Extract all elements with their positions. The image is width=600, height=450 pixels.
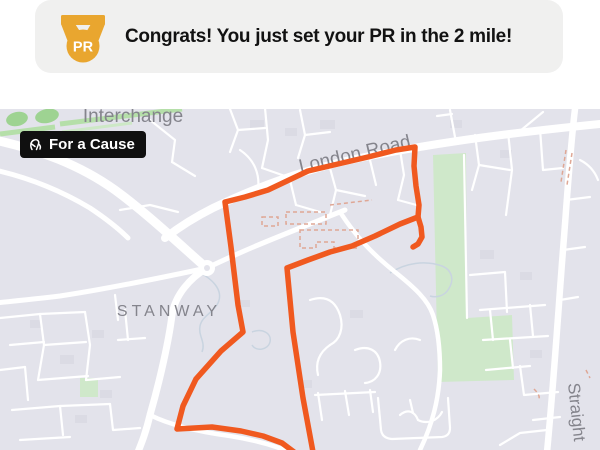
route-map[interactable]: Interchange London Road STANWAY Straight… xyxy=(0,109,600,450)
pr-banner[interactable]: PR Congrats! You just set your PR in the… xyxy=(35,0,563,73)
map-buildings xyxy=(30,120,542,423)
label-stanway: STANWAY xyxy=(117,303,221,320)
activity-route xyxy=(174,144,425,450)
pr-banner-text: Congrats! You just set your PR in the 2 … xyxy=(125,25,512,47)
map-footpaths xyxy=(261,149,591,402)
route-spur-line xyxy=(410,214,425,250)
for-a-cause-label: For a Cause xyxy=(49,136,135,153)
route-main-line xyxy=(174,144,422,450)
map-canvas: Interchange London Road STANWAY Straight xyxy=(0,109,600,450)
map-minor-roads xyxy=(0,109,600,447)
pr-medal-icon: PR xyxy=(61,14,105,62)
for-a-cause-badge[interactable]: For a Cause xyxy=(20,131,146,158)
map-green-areas xyxy=(0,109,514,397)
map-streams xyxy=(195,262,453,353)
cause-icon xyxy=(30,138,42,151)
pr-medal-label: PR xyxy=(73,39,94,55)
label-interchange: Interchange xyxy=(83,109,183,127)
